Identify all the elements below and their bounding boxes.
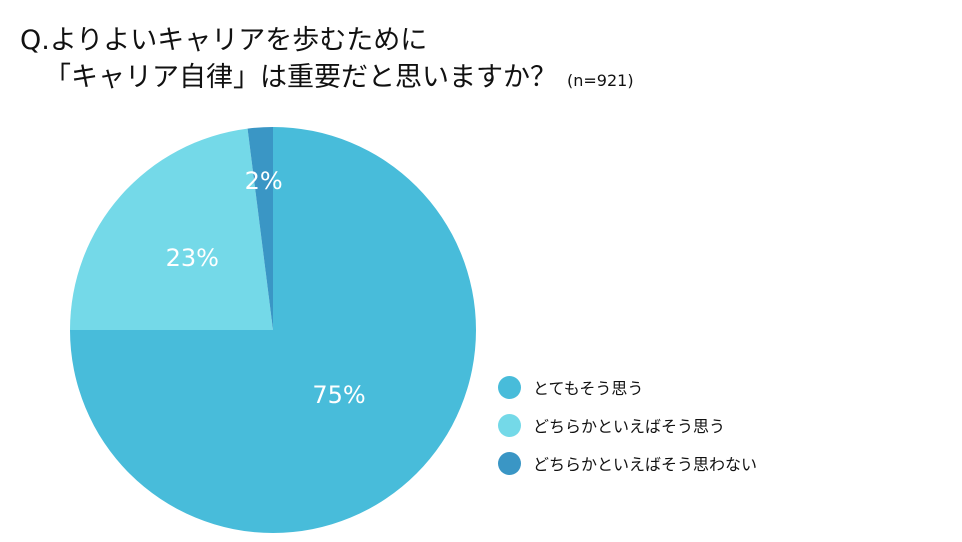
slice-label-1: 75% <box>312 381 365 409</box>
slice-label-3: 2% <box>245 167 283 195</box>
slice-label-2: 23% <box>166 244 219 272</box>
sample-size: (n=921) <box>567 71 634 90</box>
pie-slice-2 <box>70 128 273 330</box>
legend-swatch-2 <box>498 413 521 437</box>
pie-slice-3 <box>247 127 273 330</box>
chart-legend: とてもそう思うどちらかといえばそう思うどちらかといえばそう思わない <box>498 375 757 489</box>
title-line-2-text: 「キャリア自律」は重要だと思いますか？ <box>44 62 557 93</box>
legend-label-2: どちらかといえばそう思う <box>533 417 726 436</box>
legend-label-1: とてもそう思う <box>533 379 644 398</box>
title-line-1: Q.よりよいキャリアを歩むために <box>20 25 428 56</box>
legend-label-3: どちらかといえばそう思わない <box>533 455 758 474</box>
legend-item-2: どちらかといえばそう思う <box>498 413 757 437</box>
legend-item-1: とてもそう思う <box>498 375 757 399</box>
legend-swatch-1 <box>498 375 521 399</box>
title-line-2: 「キャリア自律」は重要だと思いますか？ (n=921) <box>20 59 634 99</box>
chart-title: Q.よりよいキャリアを歩むために 「キャリア自律」は重要だと思いますか？ (n=9… <box>20 22 634 99</box>
legend-swatch-3 <box>498 451 521 475</box>
legend-item-3: どちらかといえばそう思わない <box>498 451 757 475</box>
